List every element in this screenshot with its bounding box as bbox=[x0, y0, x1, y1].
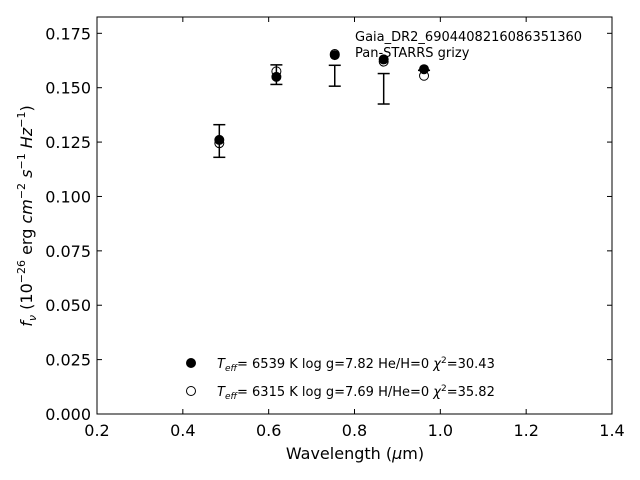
legend-marker-filled bbox=[186, 358, 196, 368]
x-tick-label: 0.6 bbox=[256, 421, 281, 440]
legend-entry-1: Teff= 6539 K log g=7.82 He/H=0 χ2=30.43 bbox=[217, 356, 495, 374]
model-point-open bbox=[214, 138, 225, 149]
y-axis-label: fν (10−26 erg cm−2 s−1 Hz−1) bbox=[15, 105, 39, 326]
model-point-open bbox=[378, 56, 389, 67]
y-tick-label: 0.100 bbox=[45, 187, 91, 206]
y-tick-label: 0.175 bbox=[45, 24, 91, 43]
observed-errorbars bbox=[213, 64, 431, 159]
x-tick-label: 1.2 bbox=[513, 421, 538, 440]
model-points bbox=[214, 48, 430, 149]
y-tick-label: 0.025 bbox=[45, 351, 91, 370]
model-point-filled bbox=[271, 71, 282, 82]
x-tick-label: 0.4 bbox=[170, 421, 195, 440]
x-tick-label: 0.2 bbox=[84, 421, 109, 440]
x-tick-label: 1.4 bbox=[599, 421, 624, 440]
model-point-open bbox=[419, 70, 430, 81]
legend: Teff= 6539 K log g=7.82 He/H=0 χ2=30.43 … bbox=[186, 356, 495, 402]
axis-ticks: 0.2 0.4 0.6 0.8 1.0 1.2 1.4 0.000 0.025 0.050 0.07… bbox=[45, 17, 625, 440]
y-tick-label: 0.125 bbox=[45, 133, 91, 152]
y-tick-label: 0.075 bbox=[45, 242, 91, 261]
model-point-filled bbox=[214, 134, 225, 145]
legend-marker-open bbox=[186, 386, 196, 396]
plot-frame bbox=[96, 16, 613, 415]
y-tick-label: 0.150 bbox=[45, 79, 91, 98]
model-point-open bbox=[329, 48, 340, 59]
y-tick-label: 0.050 bbox=[45, 296, 91, 315]
annotation-object-name: Gaia_DR2_6904408216086351360 bbox=[355, 30, 582, 45]
x-tick-label: 0.8 bbox=[342, 421, 367, 440]
x-tick-label: 1.0 bbox=[428, 421, 453, 440]
annotation-survey: Pan-STARRS grizy bbox=[355, 46, 470, 61]
model-point-open bbox=[271, 66, 282, 77]
legend-entry-2: Teff= 6315 K log g=7.69 H/He=0 χ2=35.82 bbox=[217, 384, 495, 402]
y-tick-label: 0.000 bbox=[45, 405, 91, 424]
x-axis-label: Wavelength (μm) bbox=[286, 444, 424, 463]
